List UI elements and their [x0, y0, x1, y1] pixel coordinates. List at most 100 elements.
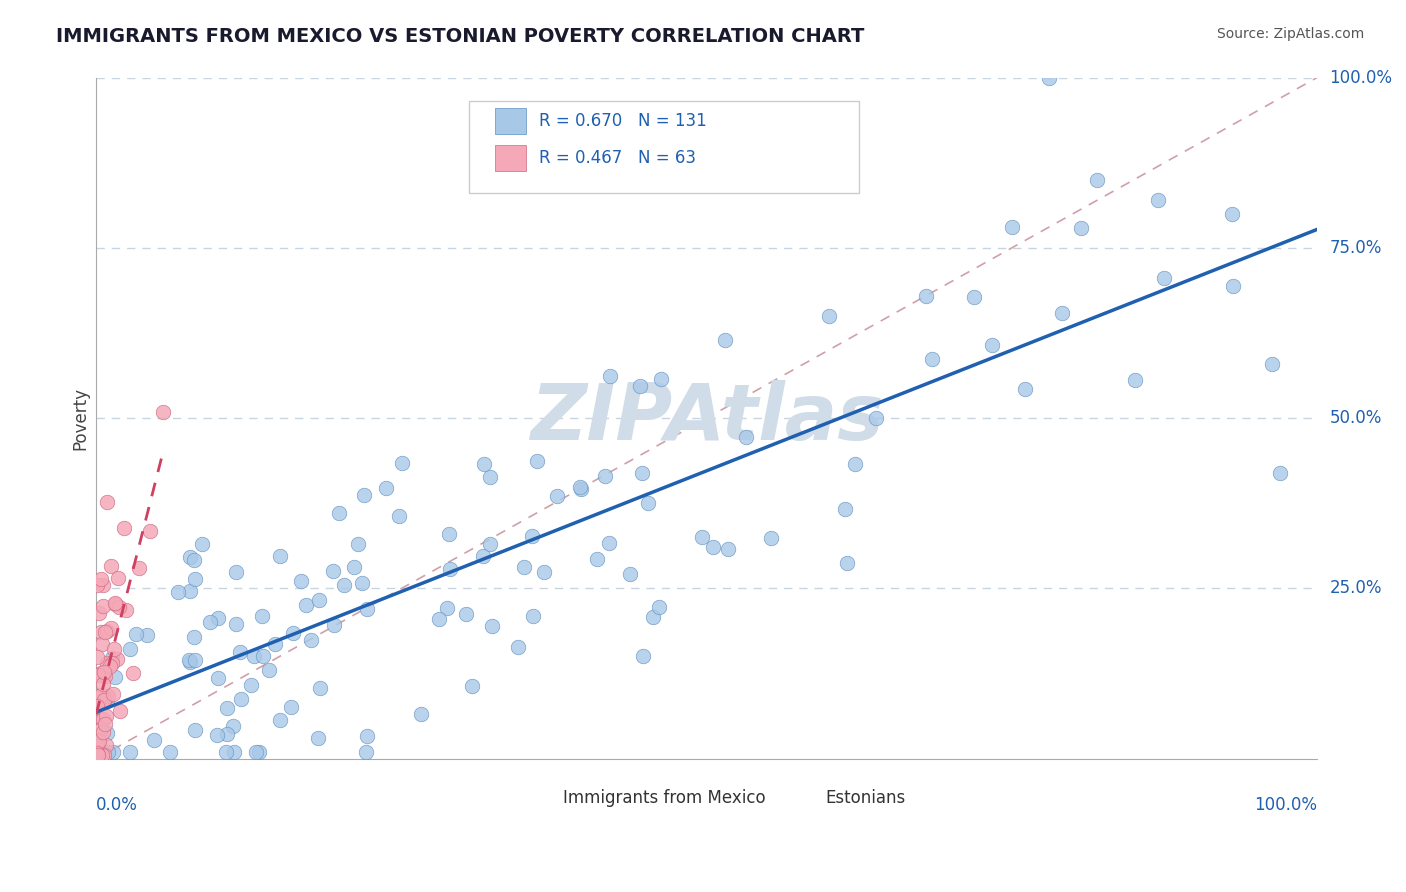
Point — [183, 553, 205, 567]
Point — [112, 521, 135, 535]
Point — [257, 663, 280, 677]
Point — [520, 529, 543, 543]
Point — [439, 562, 461, 576]
Point — [125, 627, 148, 641]
Point — [87, 739, 110, 753]
Point — [198, 615, 221, 629]
Point — [96, 689, 118, 703]
Point — [96, 495, 118, 509]
Point — [90, 688, 112, 702]
Point — [167, 585, 190, 599]
Point — [356, 602, 378, 616]
Point — [461, 679, 484, 693]
Point — [1153, 271, 1175, 285]
Point — [86, 650, 108, 665]
Point — [437, 527, 460, 541]
Point — [86, 739, 108, 753]
Point — [87, 748, 110, 763]
Point — [702, 540, 724, 554]
Point — [648, 599, 671, 614]
Point — [533, 565, 555, 579]
Point — [478, 470, 501, 484]
Point — [159, 745, 181, 759]
Point — [844, 458, 866, 472]
Point — [96, 694, 118, 708]
Point — [299, 633, 322, 648]
Point — [207, 610, 229, 624]
Point — [215, 701, 238, 715]
Point — [207, 671, 229, 685]
Point — [179, 549, 201, 564]
Point — [350, 576, 373, 591]
Point — [526, 454, 548, 468]
Point — [100, 559, 122, 574]
Point — [333, 577, 356, 591]
Point — [91, 577, 114, 591]
Point — [478, 537, 501, 551]
Point — [183, 630, 205, 644]
Point — [252, 609, 274, 624]
Point — [387, 508, 409, 523]
Point — [96, 689, 118, 703]
Point — [1147, 193, 1170, 207]
Point — [89, 733, 111, 747]
Point — [86, 689, 108, 703]
Point — [374, 481, 396, 495]
Point — [104, 597, 127, 611]
Point — [834, 502, 856, 516]
Point — [89, 748, 111, 763]
Point — [91, 676, 114, 690]
Point — [283, 625, 305, 640]
Point — [409, 706, 432, 721]
Point — [522, 609, 544, 624]
Point — [108, 599, 131, 614]
Point — [243, 648, 266, 663]
Point — [269, 549, 291, 563]
Point — [191, 537, 214, 551]
Point — [91, 696, 114, 710]
Point — [205, 728, 228, 742]
Point — [103, 641, 125, 656]
Point — [87, 606, 110, 620]
Point — [86, 699, 108, 714]
Point — [215, 745, 238, 759]
Point — [89, 723, 111, 737]
Point — [86, 746, 108, 760]
Point — [94, 717, 117, 731]
Point — [247, 745, 270, 759]
Point — [619, 566, 641, 581]
Point — [143, 733, 166, 747]
Point — [1070, 221, 1092, 235]
Point — [87, 748, 110, 763]
Point — [184, 572, 207, 586]
Point — [229, 644, 252, 658]
Text: ZIPAtlas: ZIPAtlas — [530, 380, 883, 456]
Point — [128, 561, 150, 575]
Text: IMMIGRANTS FROM MEXICO VS ESTONIAN POVERTY CORRELATION CHART: IMMIGRANTS FROM MEXICO VS ESTONIAN POVER… — [56, 27, 865, 45]
Point — [599, 368, 621, 383]
Point — [585, 552, 607, 566]
Point — [717, 541, 740, 556]
Point — [269, 714, 291, 728]
Point — [121, 665, 143, 680]
Point — [96, 709, 118, 723]
Text: 100.0%: 100.0% — [1254, 797, 1317, 814]
Point — [94, 738, 117, 752]
Point — [96, 726, 118, 740]
Point — [90, 625, 112, 640]
Point — [91, 725, 114, 739]
Point — [546, 489, 568, 503]
Text: 100.0%: 100.0% — [1329, 69, 1392, 87]
Point — [427, 612, 450, 626]
Point — [513, 560, 536, 574]
Point — [101, 656, 124, 670]
Point — [280, 700, 302, 714]
Point — [93, 712, 115, 726]
Point — [347, 537, 370, 551]
Point — [93, 745, 115, 759]
Point — [179, 656, 201, 670]
Point — [690, 530, 713, 544]
Point — [963, 290, 986, 304]
Text: Estonians: Estonians — [825, 789, 905, 807]
Point — [309, 681, 332, 695]
